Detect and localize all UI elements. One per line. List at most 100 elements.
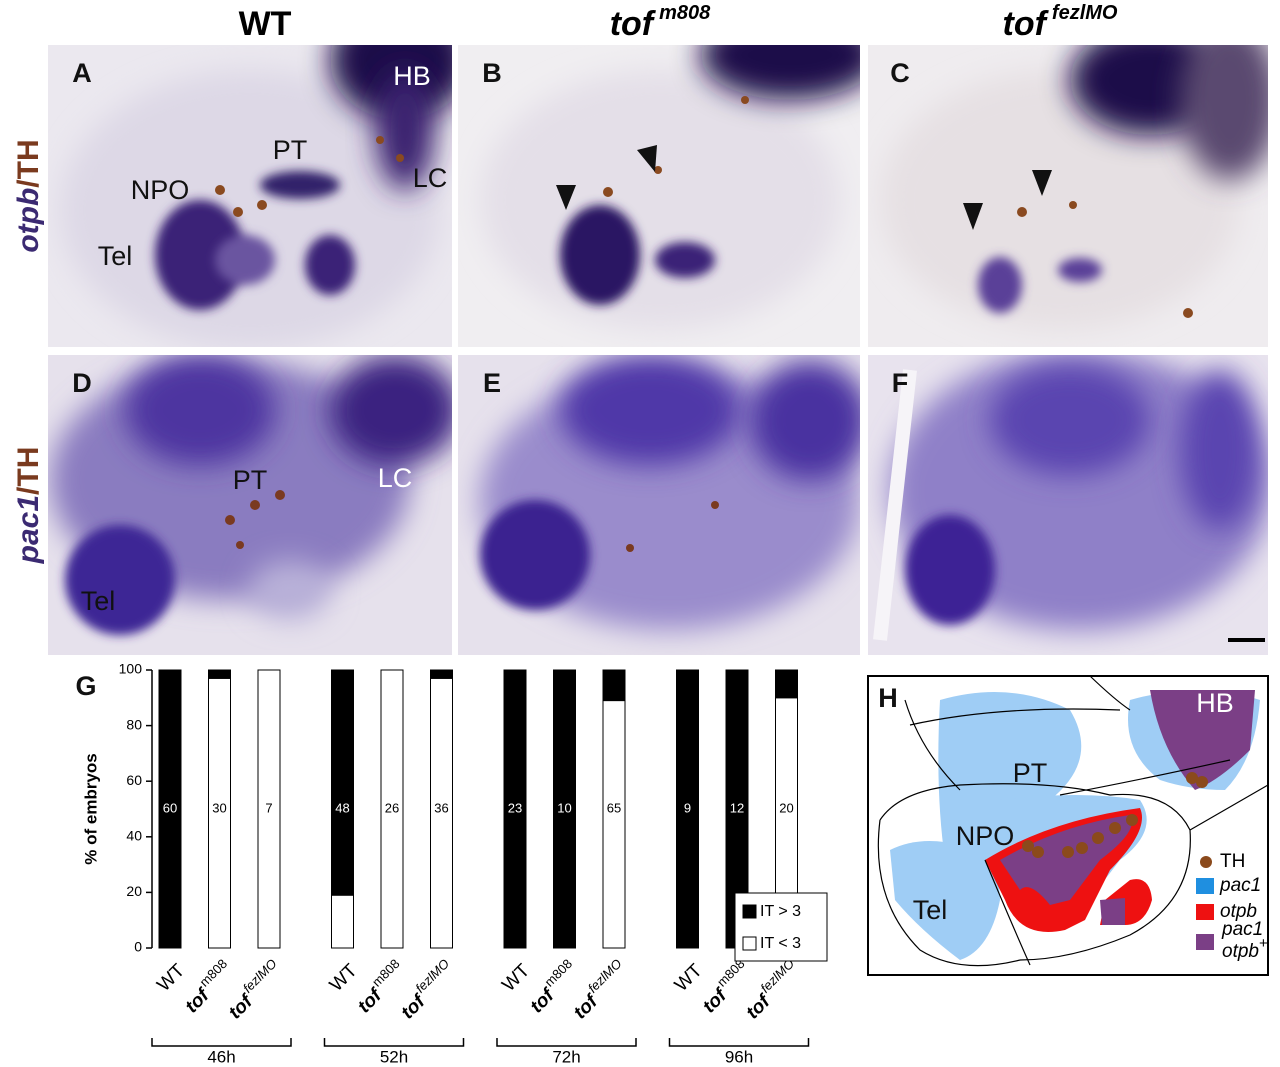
y-tick-label: 40 bbox=[126, 828, 142, 844]
panel-letter: H bbox=[878, 683, 898, 713]
micrograph bbox=[48, 45, 452, 347]
label-part: fezlMO bbox=[240, 956, 280, 996]
label-part: m808 bbox=[369, 956, 403, 990]
bar-segment bbox=[676, 669, 699, 949]
anatomy-label: PT bbox=[1013, 758, 1048, 788]
label: WT bbox=[498, 960, 534, 996]
bar-count: 12 bbox=[730, 800, 744, 815]
label: otpb/TH bbox=[12, 139, 45, 252]
bar-segment bbox=[602, 669, 626, 702]
panel-letter: E bbox=[483, 368, 501, 398]
label: WT bbox=[671, 960, 707, 996]
label-part: m808 bbox=[659, 2, 711, 24]
bar-count: 26 bbox=[385, 800, 399, 815]
label-part: WT bbox=[671, 960, 707, 996]
label: WT bbox=[153, 960, 189, 996]
label: toffezlMO bbox=[738, 956, 805, 1023]
legend-swatch bbox=[742, 904, 757, 919]
panel-letter: F bbox=[892, 368, 909, 398]
label-part: tof bbox=[570, 990, 603, 1023]
group-bracket bbox=[496, 1038, 637, 1047]
label-part: fezlMO bbox=[413, 956, 453, 996]
label-part: WT bbox=[153, 960, 189, 996]
label-part: tof bbox=[526, 984, 559, 1017]
label-part: /TH bbox=[12, 139, 45, 187]
panel-letter: C bbox=[890, 58, 910, 88]
bar-count: 48 bbox=[335, 800, 349, 815]
label: pac1/TH bbox=[12, 447, 45, 565]
diagram bbox=[867, 675, 1269, 976]
group-bracket bbox=[151, 1038, 292, 1047]
bar-count: 20 bbox=[779, 800, 793, 815]
label-part: tof bbox=[397, 990, 430, 1023]
bar-segment bbox=[553, 669, 576, 949]
label-part: m808 bbox=[197, 956, 231, 990]
y-axis-title: % of embryos bbox=[81, 753, 100, 864]
y-tick-label: 80 bbox=[126, 716, 142, 732]
bar-segment bbox=[331, 669, 354, 896]
micrograph bbox=[868, 355, 1268, 655]
y-tick-label: 20 bbox=[126, 883, 142, 899]
label-part: otpb bbox=[12, 188, 45, 253]
anatomy-label: PT bbox=[273, 135, 308, 165]
bar-segment bbox=[380, 669, 404, 949]
anatomy-label: Tel bbox=[913, 895, 948, 925]
label: otpb bbox=[1220, 901, 1257, 922]
anatomy-label: LC bbox=[378, 463, 413, 493]
bar-count: 23 bbox=[508, 800, 522, 815]
bar-segment bbox=[602, 700, 626, 949]
legend-label: pac1 bbox=[1221, 919, 1263, 940]
legend-swatch bbox=[1196, 934, 1214, 950]
group-bracket bbox=[668, 1038, 810, 1047]
label-part: tof bbox=[1003, 5, 1050, 43]
panel-letter: A bbox=[72, 58, 92, 88]
bar-segment bbox=[503, 669, 527, 949]
label: toffezlMO bbox=[566, 956, 633, 1023]
label: toffezlMO bbox=[221, 956, 288, 1023]
label-part: tof bbox=[610, 5, 657, 43]
label: WT bbox=[239, 5, 292, 43]
group-label: 72h bbox=[552, 1047, 580, 1066]
bar-segment bbox=[208, 669, 231, 679]
anatomy-label: HB bbox=[1196, 688, 1234, 718]
micrograph bbox=[48, 355, 452, 655]
label-part: otpb bbox=[1220, 901, 1257, 922]
anatomy-label: Tel bbox=[98, 241, 133, 271]
panel-letter: G bbox=[75, 671, 96, 701]
micrograph bbox=[458, 355, 860, 655]
legend-swatch bbox=[1196, 904, 1214, 920]
label-part: fezlMO bbox=[758, 956, 798, 996]
bar-segment bbox=[158, 669, 182, 949]
legend-swatch bbox=[742, 936, 757, 951]
panel-letter: D bbox=[72, 368, 92, 398]
y-tick-label: 0 bbox=[134, 939, 142, 955]
anatomy-label: NPO bbox=[956, 821, 1015, 851]
panel-letter: B bbox=[482, 58, 502, 88]
anatomy-label: LC bbox=[413, 163, 448, 193]
legend-label: IT > 3 bbox=[760, 903, 801, 920]
label-part: fezlMO bbox=[585, 956, 625, 996]
label-part: WT bbox=[498, 960, 534, 996]
anatomy-label: Tel bbox=[81, 586, 116, 616]
label-part: fezlMO bbox=[1052, 2, 1118, 24]
group-label: 46h bbox=[207, 1047, 235, 1066]
label-part: tof bbox=[699, 984, 732, 1017]
bar-count: 9 bbox=[684, 800, 691, 815]
label-part: + bbox=[1259, 935, 1268, 952]
bar-count: 7 bbox=[265, 800, 272, 815]
label-part: tof bbox=[225, 990, 258, 1023]
legend-label: IT < 3 bbox=[760, 935, 801, 952]
label-part: pac1 bbox=[12, 495, 45, 564]
group-label: 96h bbox=[725, 1047, 753, 1066]
label-part: tof bbox=[181, 984, 214, 1017]
label-part: WT bbox=[326, 960, 362, 996]
anatomy-label: PT bbox=[233, 465, 268, 495]
bar-segment bbox=[257, 669, 281, 949]
anatomy-label: NPO bbox=[131, 175, 190, 205]
bar-count: 36 bbox=[434, 800, 448, 815]
bar-count: 30 bbox=[212, 800, 226, 815]
label-part: /TH bbox=[12, 447, 45, 495]
label: toffezlMO bbox=[393, 956, 460, 1023]
label: pac1 bbox=[1219, 875, 1261, 896]
